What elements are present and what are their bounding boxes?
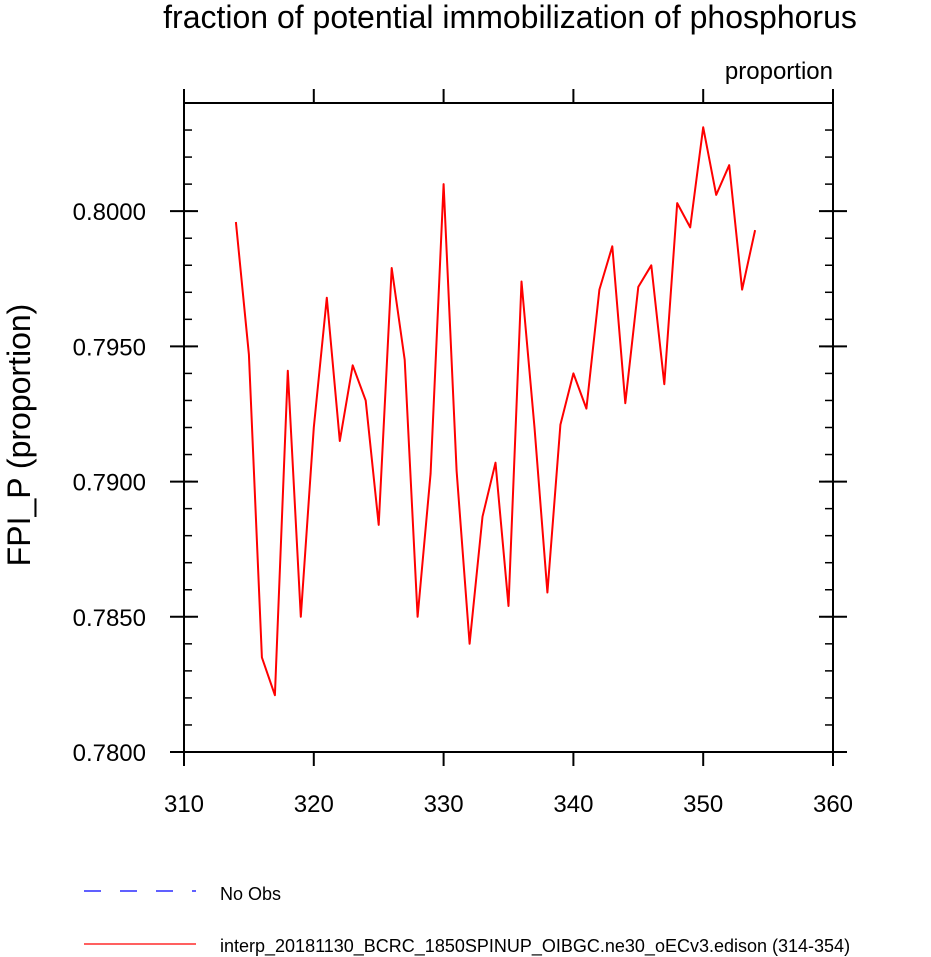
axis-ticks: 310 320 330 340 350 360 0.7800 0.7850 0.7900 0.79… [73,89,853,818]
chart-title: fraction of potential immobilization of … [163,0,857,35]
units-label: proportion [725,58,833,85]
series-layer [234,126,757,697]
y-tick-label: 0.8000 [73,199,146,226]
x-tick-label: 330 [424,791,464,818]
y-tick-label: 0.7900 [73,470,146,497]
y-tick-label: 0.7850 [73,605,146,632]
y-tick-label: 0.7800 [73,740,146,767]
y-axis-label: FPI_P (proportion) [1,304,37,567]
x-tick-label: 350 [683,791,723,818]
series-line-0 [234,126,757,697]
x-tick-label: 360 [813,791,853,818]
x-tick-label: 320 [294,791,334,818]
x-tick-label: 340 [553,791,593,818]
y-tick-label: 0.7950 [73,334,146,361]
plot-frame [183,102,834,753]
legend-label-no-obs: No Obs [220,884,281,904]
x-tick-label: 310 [164,791,204,818]
legend-label-model: interp_20181130_BCRC_1850SPINUP_OIBGC.ne… [220,936,850,957]
legend: No Obs interp_20181130_BCRC_1850SPINUP_O… [84,884,850,957]
